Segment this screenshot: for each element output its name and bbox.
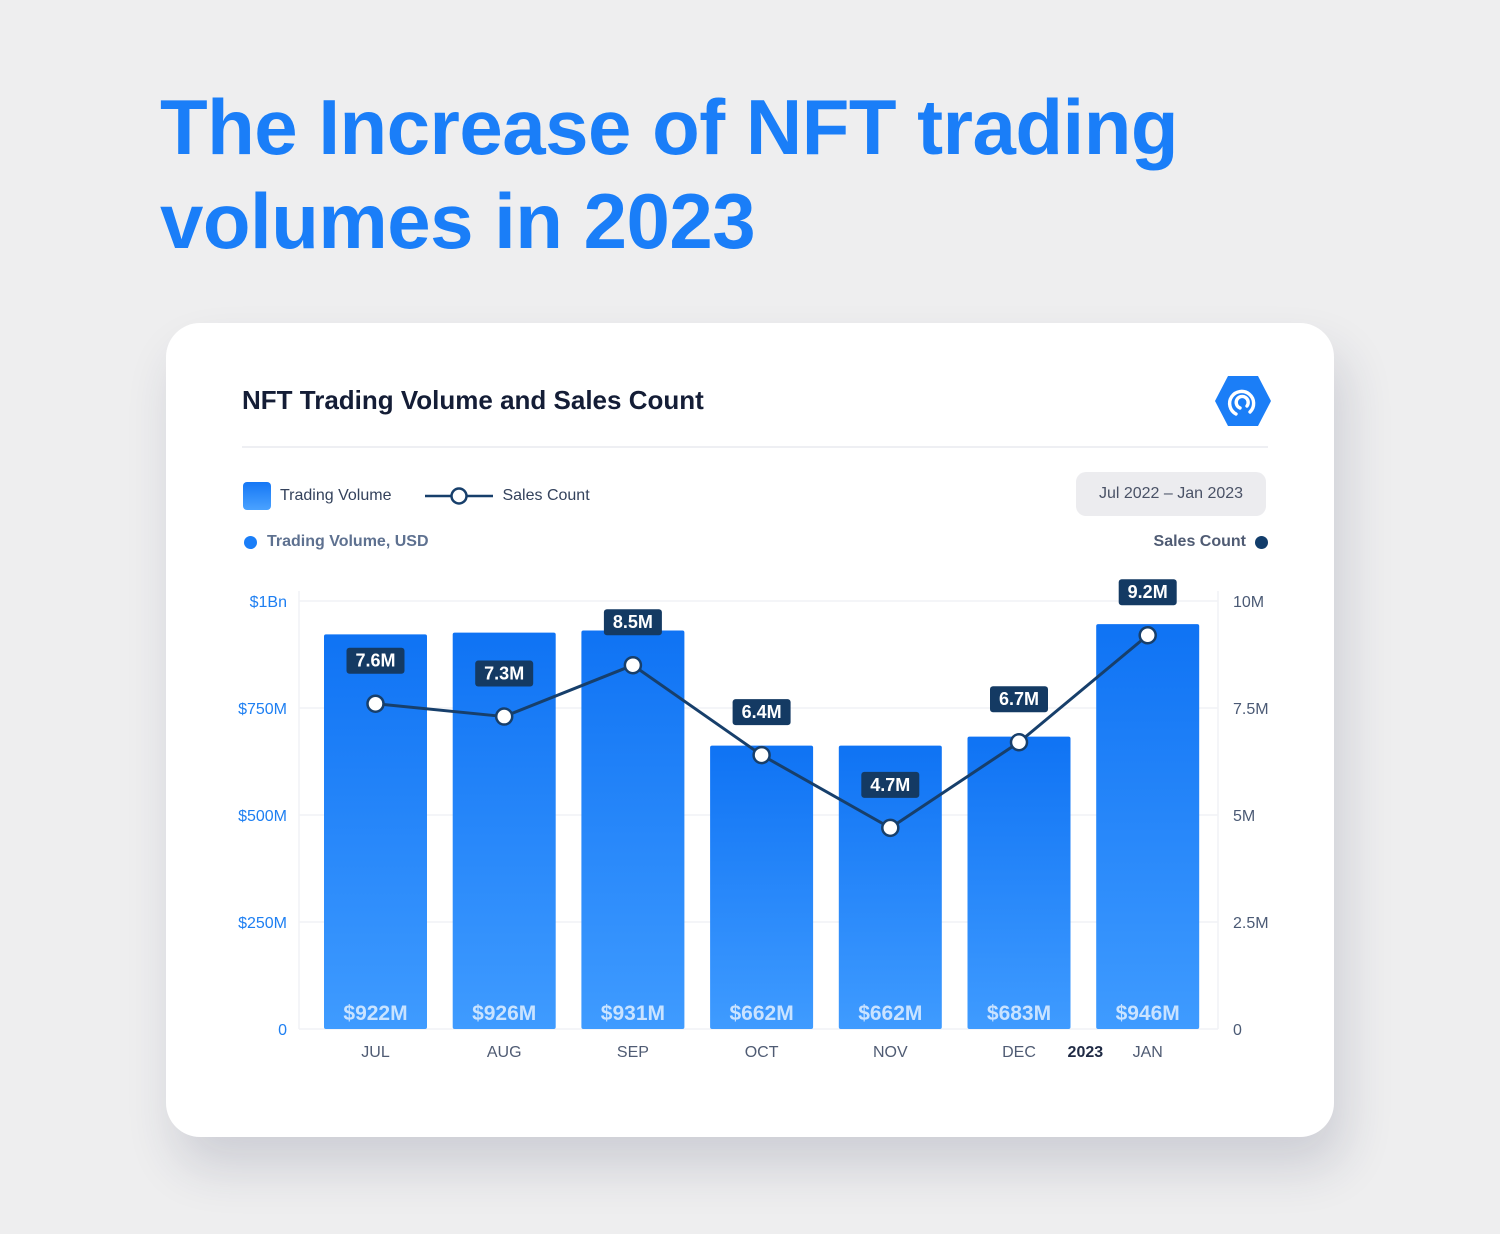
- sales-count-label-bg: [603, 609, 662, 636]
- sales-count-label-bg: [732, 699, 791, 726]
- right-axis-tick: 5M: [1233, 808, 1255, 825]
- chart-legend: Trading Volume Sales Count: [243, 481, 590, 511]
- bar-value-label: $926M: [472, 1002, 536, 1025]
- right-axis-tick: 10M: [1233, 594, 1264, 611]
- legend-bar-swatch: [243, 482, 271, 510]
- left-axis-title-text: Trading Volume, USD: [267, 533, 429, 550]
- bar: [452, 632, 556, 1029]
- headline: The Increase of NFT trading volumes in 2…: [160, 80, 1178, 268]
- sales-count-point: [623, 655, 643, 675]
- left-axis-tick: $250M: [238, 915, 287, 932]
- sales-count-label-bg: [861, 771, 920, 798]
- sales-count-label: 4.7M: [870, 775, 910, 795]
- x-axis-label: AUG: [487, 1044, 522, 1061]
- sales-count-label: 9.2M: [1128, 582, 1168, 602]
- sales-count-label: 7.3M: [484, 664, 524, 684]
- x-axis-label: OCT: [745, 1044, 779, 1061]
- x-axis-label: SEP: [617, 1044, 649, 1061]
- bar: [1096, 624, 1200, 1029]
- right-axis-title-text: Sales Count: [1153, 533, 1246, 550]
- x-axis-label: JAN: [1133, 1044, 1163, 1061]
- sales-count-label: 8.5M: [613, 612, 653, 632]
- headline-line-2: volumes in 2023: [160, 177, 756, 265]
- sales-count-point: [752, 745, 771, 765]
- left-axis-tick: 0: [278, 1022, 287, 1039]
- headline-line-1: The Increase of NFT trading: [160, 83, 1178, 171]
- sales-count-point: [1138, 625, 1157, 645]
- bar: [710, 745, 814, 1029]
- legend-sales-count: Sales Count: [502, 487, 590, 504]
- bar-value-label: $683M: [987, 1002, 1051, 1025]
- sales-count-point: [494, 707, 514, 726]
- title-divider: [242, 446, 1268, 448]
- sales-count-label: 6.4M: [742, 702, 782, 722]
- right-axis-tick: 0: [1233, 1022, 1242, 1039]
- left-axis-tick: $500M: [238, 808, 287, 825]
- sales-count-label-bg: [346, 647, 405, 674]
- right-axis-dot: [1255, 535, 1268, 549]
- year-marker-label: 2023: [1068, 1044, 1104, 1061]
- left-axis-tick: $750M: [238, 701, 287, 718]
- chart-plot: 0 $250M $500M $750M $1Bn 0 2.5M 5M 7.5M 10M $922M $…: [238, 579, 1269, 1061]
- bar-value-label: $931M: [601, 1002, 665, 1025]
- chart-card: NFT Trading Volume and Sales Count Tradi…: [166, 323, 1334, 1137]
- right-axis-tick: 2.5M: [1233, 915, 1269, 932]
- bar-value-label: $946M: [1116, 1002, 1180, 1025]
- x-axis-label: DEC: [1002, 1044, 1036, 1061]
- sales-count-label-bg: [475, 660, 534, 687]
- bar-value-label: $662M: [729, 1002, 793, 1025]
- bar: [967, 736, 1071, 1029]
- left-axis-tick: $1Bn: [250, 594, 287, 611]
- bar-value-label: $662M: [858, 1002, 922, 1025]
- bar: [838, 745, 942, 1029]
- bar: [581, 630, 685, 1029]
- date-range-selector[interactable]: Jul 2022 – Jan 2023: [1076, 472, 1266, 516]
- dappradar-logo-icon: [1215, 376, 1271, 426]
- left-axis-dot: [244, 535, 257, 549]
- right-axis-tick: 7.5M: [1233, 701, 1269, 718]
- x-axis-label: JUL: [361, 1044, 390, 1061]
- legend-trading-volume: Trading Volume: [280, 487, 392, 504]
- legend-line-marker: [425, 487, 494, 505]
- sales-count-label: 7.6M: [355, 651, 395, 671]
- bar: [324, 634, 427, 1029]
- sales-count-point: [1009, 732, 1029, 752]
- bar-value-label: $922M: [343, 1002, 407, 1025]
- sales-count-label-bg: [1118, 579, 1177, 606]
- card-title: NFT Trading Volume and Sales Count: [242, 385, 704, 415]
- sales-count-label: 6.7M: [999, 689, 1039, 709]
- sales-count-point: [366, 694, 385, 713]
- right-axis-title: Sales Count: [1154, 533, 1268, 551]
- sales-count-point: [881, 818, 900, 838]
- left-axis-title: Trading Volume, USD: [244, 533, 429, 551]
- sales-count-label-bg: [990, 686, 1048, 713]
- x-axis-label: NOV: [873, 1044, 908, 1061]
